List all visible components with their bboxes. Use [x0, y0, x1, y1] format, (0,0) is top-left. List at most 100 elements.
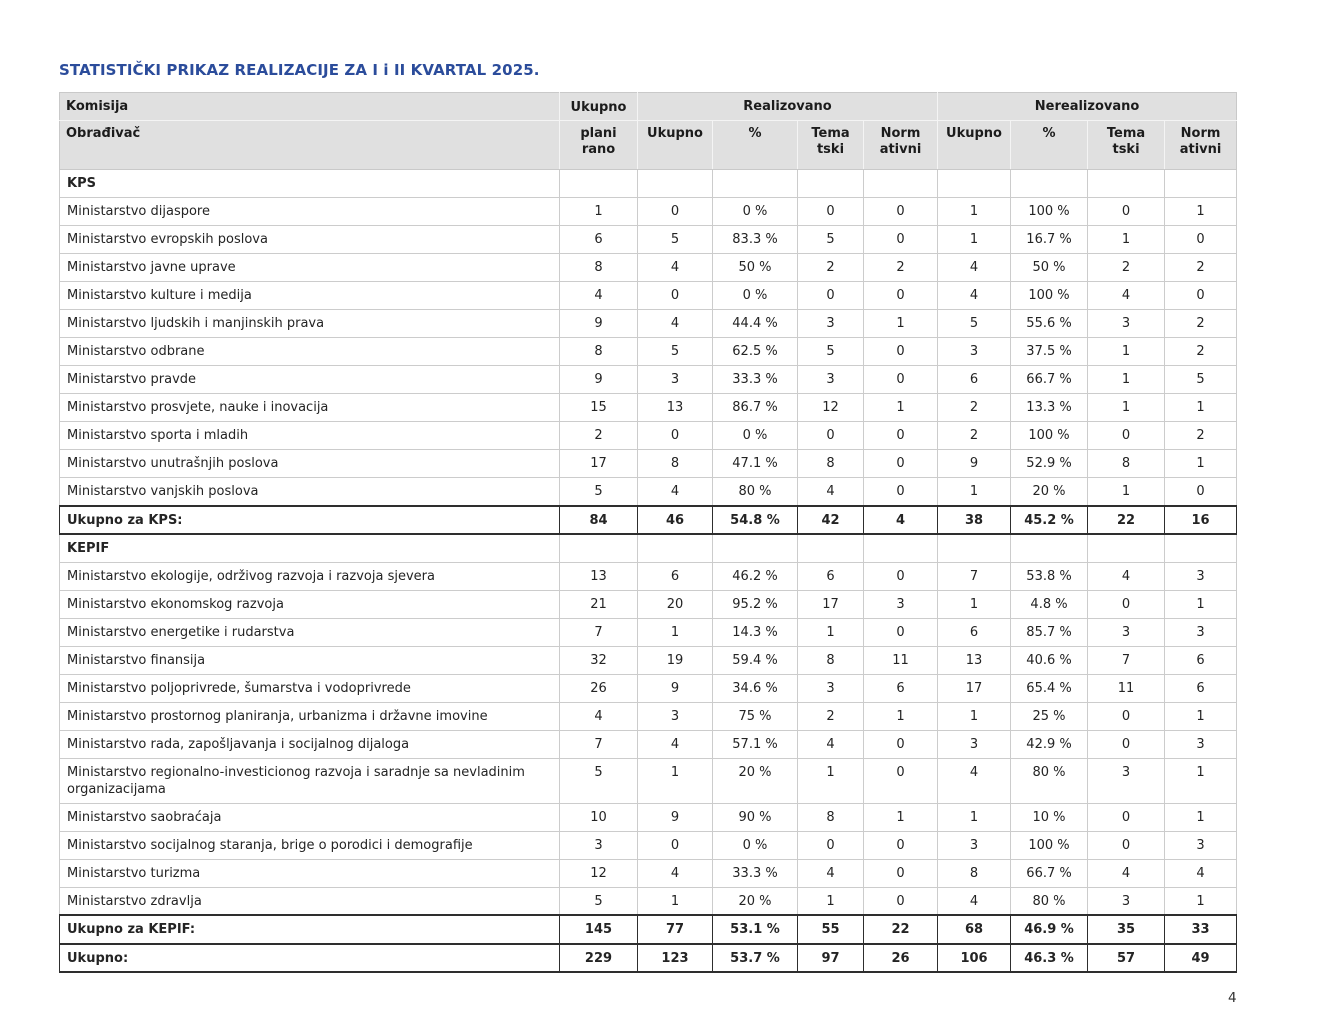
table-row: Ministarstvo unutrašnjih poslova 17 8 47.1 … [59, 449, 1238, 478]
cell-value: 4 [637, 729, 713, 759]
cell-value: 0 [1087, 802, 1166, 832]
cell-value: 0 [1087, 729, 1166, 759]
cell-value: 1 [862, 309, 939, 338]
cell-value: 6 [797, 561, 864, 591]
cell-value: 17 [797, 589, 864, 619]
cell-value: 22 [862, 914, 939, 945]
cell-value: 4 [637, 858, 713, 888]
cell-value: 40.6 % [1010, 645, 1089, 675]
header-realizovano-tematski: Tema tski [797, 120, 864, 170]
cell-value: 1 [1087, 393, 1166, 422]
cell-value: 123 [637, 942, 713, 974]
cell-value: 1 [937, 701, 1012, 731]
cell-value [937, 169, 1012, 198]
row-label: Ministarstvo socijalnog staranja, brige … [59, 830, 560, 860]
cell-value [862, 169, 939, 198]
cell-value: 6 [937, 365, 1012, 394]
cell-value: 45.2 % [1010, 504, 1089, 536]
cell-value: 17 [559, 449, 638, 478]
page-number: 4 [1228, 990, 1237, 1006]
cell-value [1164, 169, 1238, 198]
cell-value: 4 [937, 281, 1012, 310]
cell-value: 80 % [712, 476, 798, 507]
cell-value: 1 [937, 802, 1012, 832]
header-nerealizovano-ukupno: Ukupno [937, 120, 1012, 170]
cell-value: 0 [862, 830, 939, 860]
section-label: KEPIF [59, 533, 560, 563]
cell-value: 0 [862, 617, 939, 647]
cell-value: 229 [559, 942, 638, 974]
cell-value: 50 % [1010, 253, 1089, 282]
row-label: Ministarstvo ekologije, održivog razvoja… [59, 561, 560, 591]
header-ukupno-planirano-top: Ukupno [559, 92, 638, 121]
cell-value: 1 [1164, 757, 1238, 804]
cell-value: 0 [862, 197, 939, 226]
cell-value: 7 [559, 729, 638, 759]
row-label: Ministarstvo unutrašnjih poslova [59, 449, 560, 478]
cell-value: 68 [937, 914, 1012, 945]
cell-value: 0 [797, 421, 864, 450]
cell-value: 86.7 % [712, 393, 798, 422]
cell-value: 100 % [1010, 830, 1089, 860]
cell-value: 77 [637, 914, 713, 945]
table-row: Ministarstvo ljudskih i manjinskih prava… [59, 309, 1238, 338]
cell-value: 8 [637, 449, 713, 478]
cell-value: 100 % [1010, 421, 1089, 450]
table-body: KPS Ministarstvo dijaspore 1 0 0 % 0 0 1 100 % 0 1… [59, 169, 1238, 974]
total-label: Ukupno: [59, 942, 560, 974]
row-label: Ministarstvo turizma [59, 858, 560, 888]
cell-value: 6 [1164, 645, 1238, 675]
cell-value: 9 [637, 673, 713, 703]
table-row: Ministarstvo vanjskih poslova 5 4 80 % 4 0 1 20… [59, 476, 1238, 507]
cell-value: 55.6 % [1010, 309, 1089, 338]
row-label: Ministarstvo energetike i rudarstva [59, 617, 560, 647]
cell-value: 7 [559, 617, 638, 647]
cell-value: 10 [559, 802, 638, 832]
cell-value: 80 % [1010, 886, 1089, 916]
row-label: Ministarstvo regionalno-investicionog ra… [59, 757, 560, 804]
row-label: Ministarstvo evropskih poslova [59, 225, 560, 254]
header-nerealizovano-tematski: Tema tski [1087, 120, 1166, 170]
cell-value: 2 [559, 421, 638, 450]
cell-value: 0 % [712, 197, 798, 226]
cell-value: 3 [637, 365, 713, 394]
cell-value: 59.4 % [712, 645, 798, 675]
cell-value: 0 [1164, 476, 1238, 507]
row-label: Ministarstvo rada, zapošljavanja i socij… [59, 729, 560, 759]
cell-value [1087, 169, 1166, 198]
cell-value [1087, 533, 1166, 563]
cell-value: 1 [1164, 449, 1238, 478]
cell-value: 19 [637, 645, 713, 675]
cell-value: 8 [797, 802, 864, 832]
cell-value: 5 [937, 309, 1012, 338]
table-row: Ministarstvo turizma 12 4 33.3 % 4 0 8 66.7 % 4 4 [59, 858, 1238, 888]
cell-value: 1 [637, 617, 713, 647]
cell-value: 2 [937, 393, 1012, 422]
cell-value: 0 [862, 476, 939, 507]
cell-value: 85.7 % [1010, 617, 1089, 647]
cell-value: 9 [559, 309, 638, 338]
statistics-table: Komisija Ukupno Realizovano Nerealizovan… [59, 92, 1238, 974]
row-label: Ministarstvo javne uprave [59, 253, 560, 282]
cell-value: 0 % [712, 421, 798, 450]
cell-value: 80 % [1010, 757, 1089, 804]
table-row: Ministarstvo prosvjete, nauke i inovacij… [59, 393, 1238, 422]
header-group-nerealizovano: Nerealizovano [937, 92, 1238, 121]
row-label: Ministarstvo poljoprivrede, šumarstva i … [59, 673, 560, 703]
cell-value: 8 [1087, 449, 1166, 478]
cell-value: 33.3 % [712, 365, 798, 394]
cell-value: 13 [559, 561, 638, 591]
cell-value: 6 [937, 617, 1012, 647]
cell-value: 5 [797, 337, 864, 366]
cell-value: 6 [1164, 673, 1238, 703]
cell-value: 0 [862, 421, 939, 450]
table-row: Ministarstvo energetike i rudarstva 7 1 14.… [59, 617, 1238, 647]
cell-value: 4.8 % [1010, 589, 1089, 619]
cell-value: 1 [1164, 197, 1238, 226]
cell-value: 4 [1164, 858, 1238, 888]
cell-value: 3 [937, 830, 1012, 860]
cell-value [637, 533, 713, 563]
row-label: Ministarstvo zdravlja [59, 886, 560, 916]
cell-value: 6 [862, 673, 939, 703]
